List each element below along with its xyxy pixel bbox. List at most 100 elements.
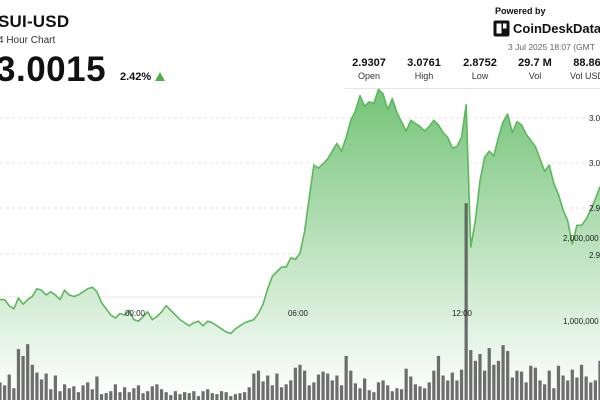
price-point — [410, 119, 412, 121]
price-point — [100, 302, 103, 304]
price-point — [271, 275, 273, 277]
volume-bar — [316, 374, 321, 400]
price-point — [456, 145, 458, 148]
coindesk-brand[interactable]: CoinDeskData — [493, 20, 600, 37]
volume-bar — [164, 392, 168, 400]
price-point — [437, 124, 440, 126]
price-point — [96, 291, 98, 293]
volume-bar — [247, 387, 251, 400]
price-point — [428, 125, 430, 128]
volume-bar — [99, 394, 104, 400]
price-point — [114, 317, 116, 319]
price-point — [276, 271, 278, 273]
volume-bar — [76, 392, 81, 400]
volume-bar — [450, 372, 454, 400]
price-point — [304, 230, 306, 233]
stat-open-value: 2.9307 — [352, 57, 386, 69]
volume-bar — [201, 391, 205, 400]
volume-bar — [113, 384, 117, 400]
volume-bar — [150, 386, 154, 400]
axis-labels: 00:00 06:00 12:00 3.0 3.0 2.9 2.9 2,000,000 1,00… — [125, 114, 600, 326]
volume-bar — [561, 375, 565, 400]
price-point — [110, 314, 112, 316]
stat-low: 2.8752 Low — [450, 57, 510, 81]
price-point — [31, 295, 33, 298]
price-point — [516, 121, 518, 123]
price-point — [216, 325, 218, 327]
volume-bar — [16, 349, 21, 400]
volume-bar — [423, 388, 427, 400]
volume-bar — [243, 392, 247, 400]
volume-bar — [39, 379, 44, 400]
volume-bar — [63, 384, 67, 400]
volume-bar — [413, 384, 417, 400]
volume-bar — [464, 203, 468, 400]
volume-bar — [510, 377, 514, 400]
volume-bar — [123, 387, 127, 400]
stat-vol: 29.7 M Vol — [505, 57, 565, 81]
price-point — [285, 266, 287, 268]
volume-bar — [298, 364, 302, 400]
price-point — [511, 132, 513, 134]
price-point — [345, 136, 347, 138]
stat-vol-usd-value: 88.86 — [573, 57, 600, 69]
price-point — [197, 320, 200, 322]
volume-bar — [506, 351, 510, 400]
price-point — [294, 258, 296, 260]
volume-bar — [67, 388, 71, 400]
volume-bar — [293, 367, 297, 400]
price-point — [124, 314, 126, 316]
volume-bar — [279, 387, 284, 400]
stat-low-label: Low — [471, 71, 489, 81]
price-point — [364, 105, 366, 107]
price-point — [488, 150, 490, 152]
volume-bar — [229, 396, 233, 400]
price-point — [460, 136, 463, 138]
volume-bar — [436, 355, 441, 400]
price-point — [253, 319, 255, 321]
volume-bar — [330, 380, 334, 400]
price-point — [322, 162, 324, 165]
volume-bar — [187, 393, 191, 400]
price-point — [520, 124, 523, 126]
volume-bar — [321, 371, 325, 400]
price-point — [230, 332, 232, 335]
volume-bar — [483, 370, 487, 400]
price-point — [442, 132, 444, 134]
volume-bar — [556, 365, 561, 400]
price-point — [340, 150, 343, 152]
volume-bar — [473, 360, 477, 400]
volume-bar — [538, 380, 542, 400]
price-point — [8, 305, 10, 307]
price-point — [387, 108, 389, 111]
timestamp: 3 Jul 2025 18:07 (GMT — [508, 42, 595, 52]
volume-bar — [233, 394, 237, 400]
volume-bar — [289, 380, 293, 400]
price-point — [225, 331, 227, 333]
price-point — [308, 196, 310, 199]
price-area-series — [0, 88, 600, 400]
volume-bar — [312, 382, 316, 400]
volume-bar — [12, 388, 16, 400]
volume-bar — [270, 385, 274, 400]
volume-bar — [104, 393, 108, 400]
price-point — [179, 319, 181, 321]
volume-bar — [432, 370, 436, 400]
volume-bar — [219, 391, 224, 400]
price-point — [257, 312, 260, 315]
volume-bar — [552, 388, 556, 400]
volume-bar — [390, 391, 394, 400]
volume-bar — [339, 385, 344, 400]
price-point — [493, 155, 495, 157]
volume-bar — [26, 344, 30, 400]
price-point — [82, 291, 84, 293]
price-point — [77, 294, 80, 296]
price-point — [188, 325, 190, 327]
volume-bar — [570, 369, 574, 400]
volume-bar — [579, 364, 584, 400]
volume-bar — [210, 393, 214, 400]
volume-bar — [192, 391, 196, 400]
price-point — [280, 266, 283, 268]
price-point — [17, 297, 20, 299]
